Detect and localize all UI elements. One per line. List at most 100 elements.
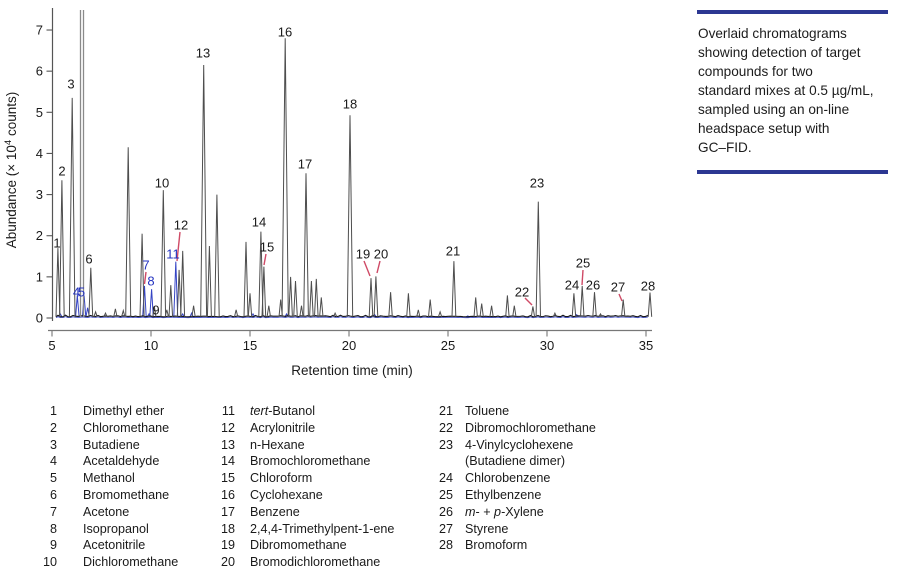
legend-item-number: 11 (221, 404, 235, 418)
y-tick-label: 0 (36, 311, 43, 326)
legend-item-name: Chloromethane (83, 420, 170, 435)
peak-label-24: 24 (565, 278, 579, 293)
legend-item-name: Dimethyl ether (83, 404, 165, 418)
x-tick-label: 35 (639, 338, 653, 353)
peak-3 (68, 97, 76, 317)
unlabeled-peak-black (299, 305, 304, 317)
legend-item: 4 Acetaldehyde (37, 453, 178, 470)
legend-item-name: Isopropanol (83, 521, 149, 536)
unlabeled-peak-black (234, 309, 239, 317)
leader-line-12 (176, 231, 181, 262)
legend-item: 18 2,4,4-Trimethylpent-1-ene (215, 521, 394, 538)
x-tick-label: 30 (540, 338, 554, 353)
unlabeled-peak-black (214, 194, 220, 317)
legend-item-number: 16 (220, 487, 235, 502)
legend-item-number: 8 (49, 521, 57, 536)
unlabeled-peak-black (247, 293, 253, 317)
peak-label-16: 16 (278, 25, 292, 40)
peak-17 (303, 173, 309, 317)
legend-item-name: Chlorobenzene (465, 471, 551, 486)
unlabeled-peak-black (206, 245, 212, 317)
legend-item-name: Dibromomethane (250, 538, 347, 553)
peak-22 (530, 306, 536, 317)
unlabeled-peak-blue (180, 312, 185, 318)
peak-label-17: 17 (298, 157, 312, 172)
legend-item: 26 m- + p-Xylene (433, 504, 596, 521)
legend-item-name: Bromochloromethane (250, 454, 371, 469)
legend-item-name: Acetonitrile (83, 538, 146, 553)
x-tick-label: 15 (243, 338, 257, 353)
legend-item-number: 7 (49, 504, 57, 519)
unlabeled-peak-black (428, 299, 433, 317)
unlabeled-peak-black (479, 303, 484, 317)
peak-label-12: 12 (174, 218, 188, 233)
y-tick-label: 3 (36, 187, 43, 202)
peak-label-2: 2 (58, 164, 65, 179)
legend-item-name: Methanol (83, 471, 135, 486)
unlabeled-peak-black (191, 305, 196, 317)
peak-18 (346, 115, 354, 317)
peak-label-27: 27 (611, 280, 625, 295)
compound-legend: 1 Dimethyl ether 2 Chloromethane 3 Butadiene 4… (0, 403, 680, 587)
legend-item: 22 Dibromochloromethane (433, 420, 596, 437)
unlabeled-peak-black (168, 285, 174, 317)
legend-item-name: Dichloromethane (83, 555, 179, 570)
legend-item-name: 2,4,4-Trimethylpent-1-ene (250, 521, 395, 536)
legend-item-number: 19 (220, 538, 235, 553)
legend-item: 25 Ethylbenzene (433, 487, 596, 504)
peak-label-22: 22 (515, 285, 529, 300)
legend-item-number: 28 (438, 538, 453, 553)
legend-item: 6 Bromomethane (37, 487, 178, 504)
x-axis-title: Retention time (min) (291, 363, 413, 378)
peak-11 (173, 261, 179, 317)
legend-item-number: 13 (220, 437, 235, 452)
peak-label-7: 7 (142, 258, 149, 273)
legend-item-number: 2 (49, 420, 57, 435)
legend-item-number: 9 (49, 538, 57, 553)
legend-item: 11 tert-Butanol (215, 403, 394, 420)
peak-label-19: 19 (356, 247, 370, 262)
peak-15 (261, 266, 267, 317)
x-tick-label: 10 (144, 338, 158, 353)
unlabeled-peak-black (103, 311, 108, 318)
unlabeled-peak-black (121, 308, 126, 317)
legend-item-name: Bromomethane (83, 487, 170, 502)
legend-item-name: Bromodichloromethane (250, 555, 381, 570)
x-tick-label: 5 (48, 338, 55, 353)
legend-item: (Butadiene dimer) (433, 453, 596, 470)
legend-item: 1 Dimethyl ether (37, 403, 178, 420)
peak-label-14: 14 (252, 215, 266, 230)
peak-label-20: 20 (374, 247, 388, 262)
leader-line-7 (143, 271, 147, 285)
peak-label-1: 1 (53, 236, 60, 251)
unlabeled-peak-black (552, 311, 557, 317)
peak-12 (180, 250, 186, 317)
y-tick-label: 5 (36, 105, 43, 120)
x-tick-label: 20 (342, 338, 356, 353)
unlabeled-peak-black (406, 293, 411, 317)
unlabeled-peak-black (319, 297, 324, 317)
legend-column-1: 1 Dimethyl ether 2 Chloromethane 3 Butadiene 4… (37, 403, 178, 571)
unlabeled-peak-black (309, 280, 314, 317)
legend-item: 16 Cyclohexane (215, 487, 394, 504)
peak-27 (621, 299, 626, 317)
peak-label-28: 28 (641, 279, 655, 294)
leader-line-15 (263, 253, 267, 266)
peak-9 (152, 306, 157, 317)
peak-28 (647, 292, 653, 317)
legend-item-name: Cyclohexane (250, 487, 323, 502)
peak-19 (368, 278, 374, 317)
legend-item-name: Butadiene (83, 437, 140, 452)
y-tick-label: 1 (36, 269, 43, 284)
legend-item: 15 Chloroform (215, 470, 394, 487)
caption-box: Overlaid chromatograms showing detection… (697, 10, 888, 174)
legend-item: 9 Acetonitrile (37, 537, 178, 554)
legend-item-name: Acrylonitrile (250, 420, 316, 435)
peak-24 (571, 293, 577, 317)
unlabeled-peak-black (416, 309, 421, 317)
peak-2 (59, 180, 65, 317)
unlabeled-peak-black (288, 276, 293, 317)
unlabeled-peak-black (512, 305, 517, 317)
unlabeled-peak-black (333, 311, 338, 318)
